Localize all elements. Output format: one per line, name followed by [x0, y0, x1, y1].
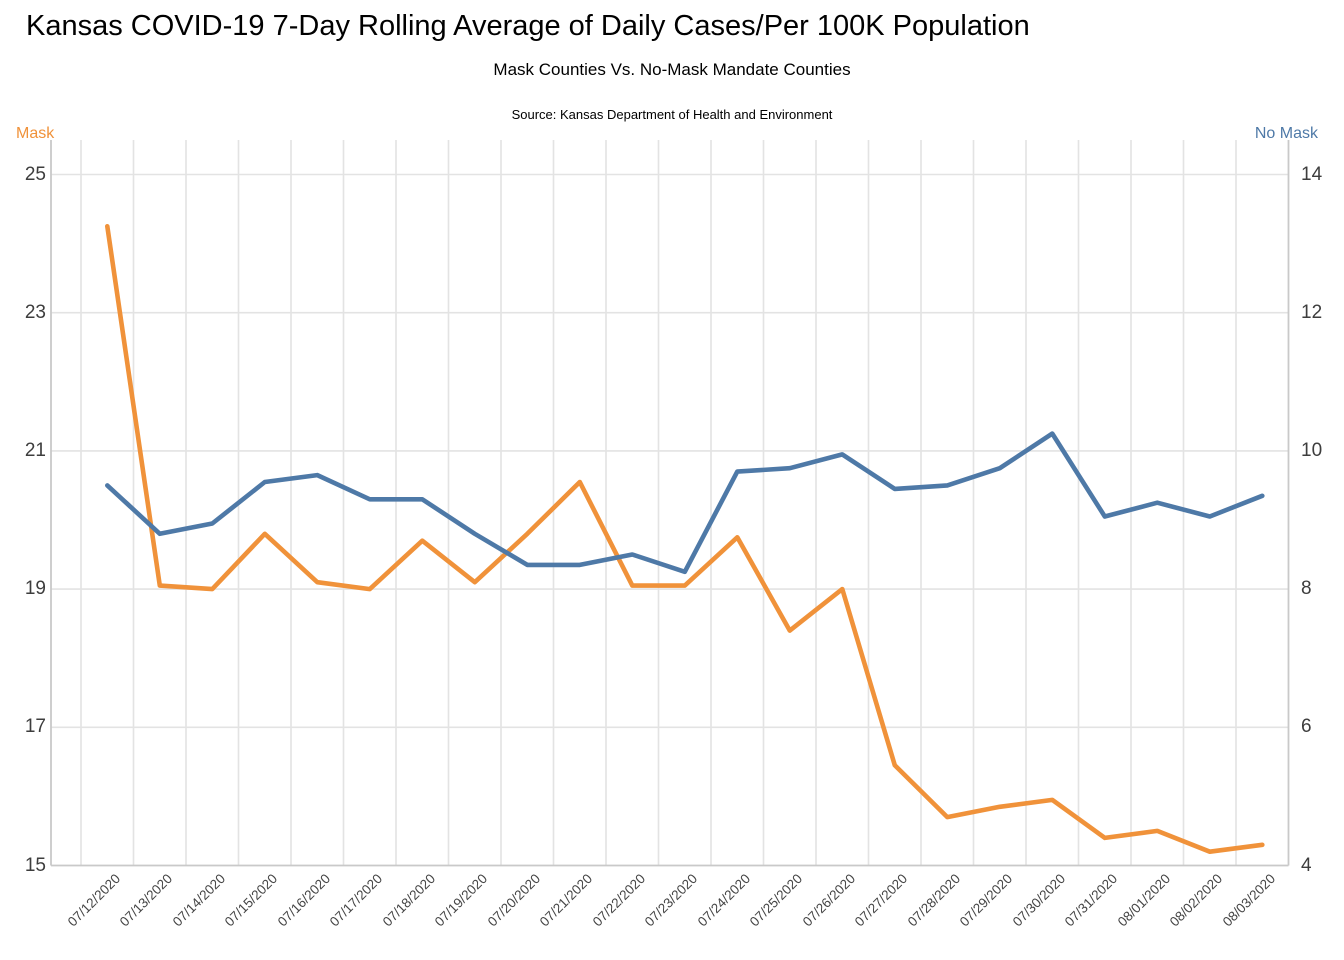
y-right-tick-label: 14: [1301, 163, 1323, 185]
left-axis-title-mask: Mask: [16, 125, 55, 142]
y-left-tick-label: 15: [24, 854, 46, 876]
series-line-mask: [105, 224, 1265, 855]
chart-subtitle: Mask Counties Vs. No-Mask Mandate Counti…: [493, 60, 851, 79]
y-right-tick-label: 10: [1301, 439, 1323, 461]
y-right-tick-label: 12: [1301, 301, 1323, 323]
y-left-tick-label: 23: [24, 301, 46, 323]
chart-source: Source: Kansas Department of Health and …: [511, 107, 833, 122]
right-axis-title-no-mask: No Mask: [1254, 125, 1318, 142]
y-right-tick-label: 8: [1301, 578, 1312, 600]
chart-title: Kansas COVID-19 7-Day Rolling Average of…: [26, 10, 1030, 42]
series-line-no-mask: [105, 431, 1265, 575]
y-left-tick-label: 21: [24, 439, 46, 461]
y-right-tick-label: 6: [1301, 716, 1312, 738]
y-left-tick-label: 19: [24, 578, 46, 600]
y-left-tick-label: 25: [24, 163, 46, 185]
y-right-tick-label: 4: [1301, 854, 1312, 876]
y-left-tick-label: 17: [24, 716, 46, 738]
